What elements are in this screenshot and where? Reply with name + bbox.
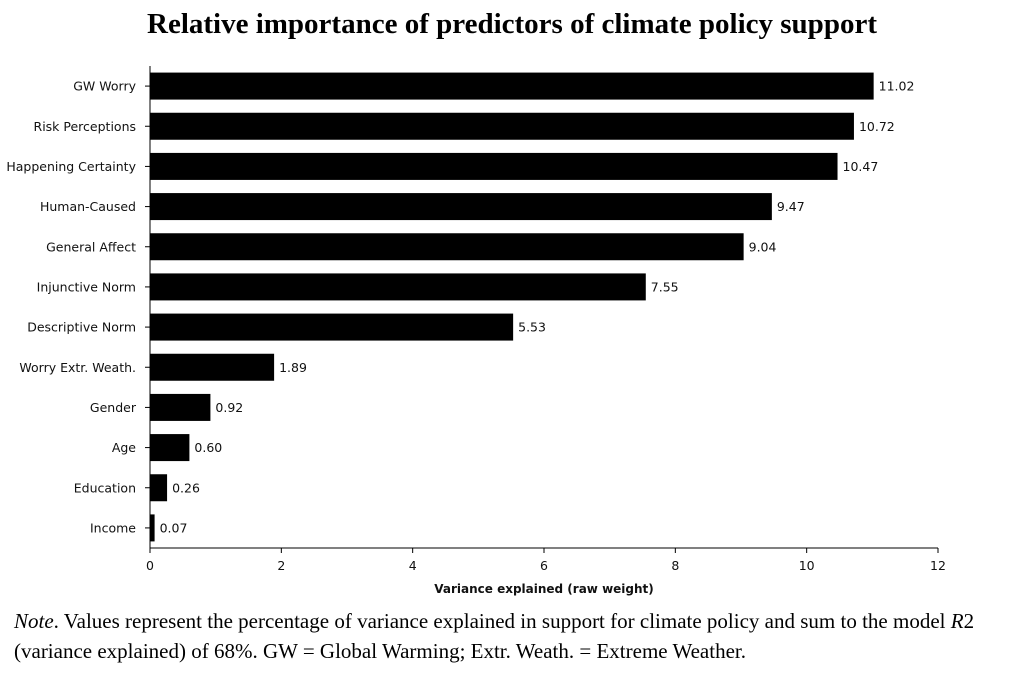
bar — [150, 434, 190, 462]
bar — [150, 273, 646, 301]
x-tick-label: 10 — [799, 558, 815, 573]
bar — [150, 313, 514, 341]
category-label: Gender — [90, 400, 137, 415]
bar — [150, 193, 772, 221]
category-label: Worry Extr. Weath. — [19, 360, 136, 375]
data-label: 5.53 — [518, 320, 546, 335]
data-label: 10.47 — [843, 159, 879, 174]
data-label: 0.26 — [172, 480, 200, 495]
bar — [150, 112, 854, 140]
x-tick-label: 12 — [930, 558, 946, 573]
category-label: Human-Caused — [40, 199, 136, 214]
note-text-2: 2 (variance explained) of 68%. GW = Glob… — [14, 609, 975, 663]
bar — [150, 474, 168, 502]
data-label: 1.89 — [279, 360, 307, 375]
category-label: Education — [74, 480, 136, 495]
note-text-1: . Values represent the percentage of var… — [53, 609, 951, 633]
note-r2-symbol: R — [950, 609, 964, 633]
bars-layer: GW Worry 11.02 Risk Perceptions 10.72 Happen… — [6, 72, 915, 542]
x-tick-label: 0 — [146, 558, 154, 573]
note-label: Note — [14, 609, 54, 633]
bar-chart: GW Worry 11.02 Risk Perceptions 10.72 Happen… — [6, 66, 946, 596]
bar — [150, 393, 211, 421]
bar — [150, 233, 744, 261]
category-label: Injunctive Norm — [37, 279, 136, 294]
chart-note: Note. Values represent the percentage of… — [14, 606, 1014, 666]
x-tick-label: 2 — [277, 558, 285, 573]
data-label: 9.04 — [749, 239, 777, 254]
x-axis-label: Variance explained (raw weight) — [434, 582, 654, 596]
category-label: Income — [90, 520, 136, 535]
bar — [150, 72, 874, 100]
data-label: 0.92 — [215, 400, 243, 415]
category-label: Descriptive Norm — [27, 320, 136, 335]
data-label: 0.60 — [194, 440, 222, 455]
category-label: GW Worry — [73, 79, 136, 94]
category-label: General Affect — [46, 239, 136, 254]
category-label: Age — [112, 440, 136, 455]
data-label: 9.47 — [777, 199, 805, 214]
data-label: 0.07 — [160, 520, 188, 535]
data-label: 10.72 — [859, 119, 895, 134]
data-label: 7.55 — [651, 279, 679, 294]
data-label: 11.02 — [879, 79, 915, 94]
x-tick-label: 8 — [671, 558, 679, 573]
chart-title: Relative importance of predictors of cli… — [147, 8, 877, 40]
category-label: Risk Perceptions — [34, 119, 136, 134]
bar — [150, 353, 275, 381]
bar — [150, 514, 155, 542]
axes-layer: 0 2 4 6 8 10 12 — [145, 66, 946, 573]
x-tick-label: 4 — [409, 558, 417, 573]
x-tick-label: 6 — [540, 558, 548, 573]
bar — [150, 152, 838, 180]
category-label: Happening Certainty — [6, 159, 136, 174]
